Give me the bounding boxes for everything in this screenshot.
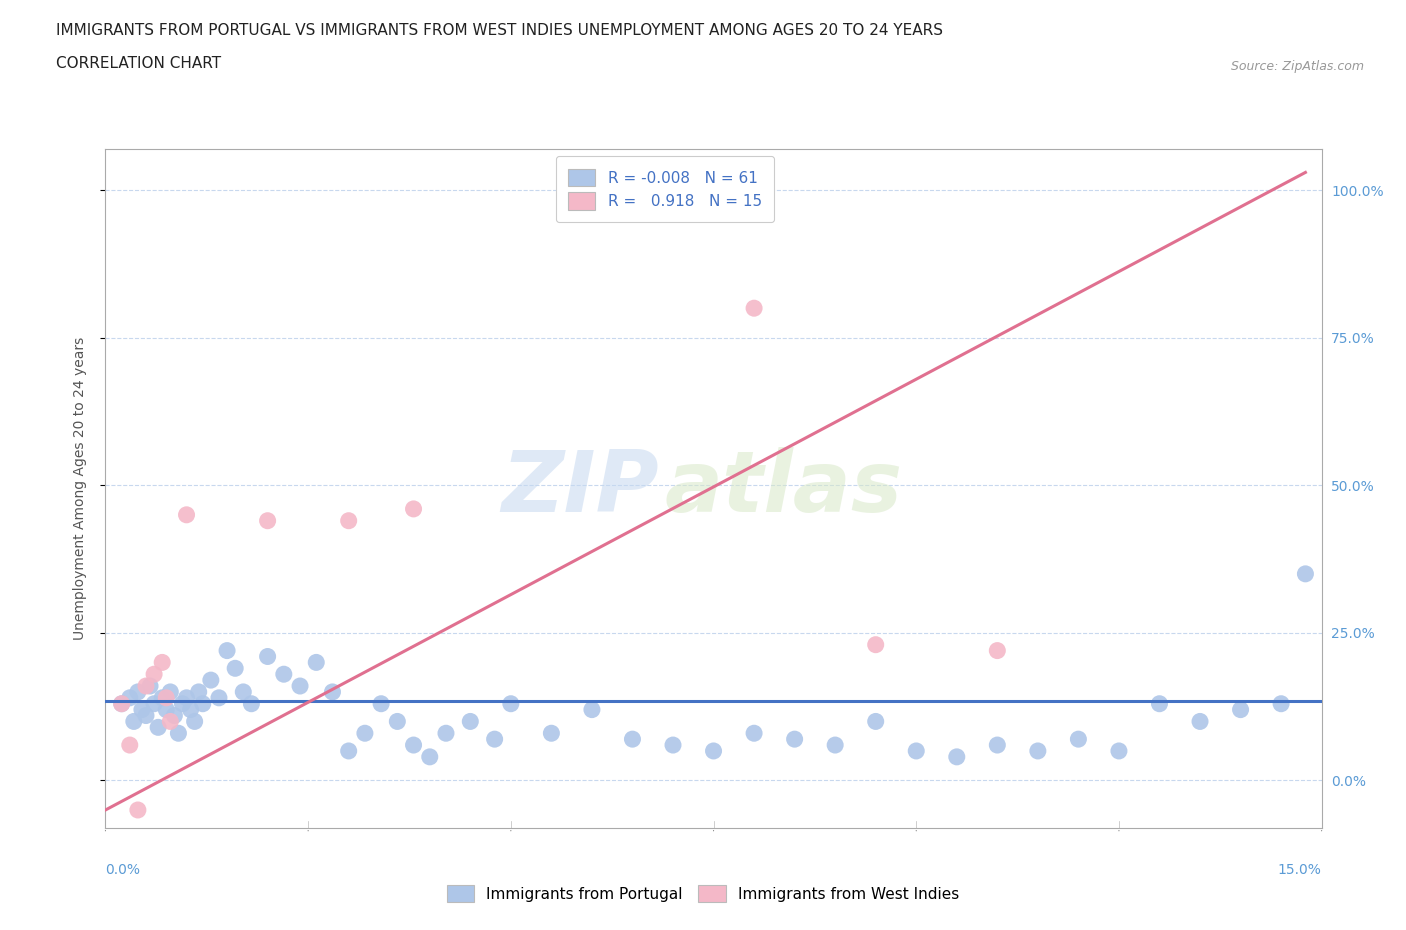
Point: [1067, 732, 1090, 747]
Legend: R = -0.008   N = 61, R =   0.918   N = 15: R = -0.008 N = 61, R = 0.918 N = 15: [555, 156, 775, 222]
Point: [155, 702, 177, 717]
Point: [176, 690, 198, 705]
Point: [118, 690, 141, 705]
Y-axis label: Unemployment Among Ages 20 to 24 years: Unemployment Among Ages 20 to 24 years: [73, 337, 87, 640]
Point: [402, 737, 425, 752]
Point: [865, 714, 887, 729]
Point: [135, 679, 157, 694]
Point: [150, 690, 173, 705]
Point: [240, 697, 263, 711]
Text: IMMIGRANTS FROM PORTUGAL VS IMMIGRANTS FROM WEST INDIES UNEMPLOYMENT AMONG AGES : IMMIGRANTS FROM PORTUGAL VS IMMIGRANTS F…: [56, 23, 943, 38]
Point: [354, 725, 377, 740]
Point: [273, 667, 295, 682]
Point: [1294, 566, 1316, 581]
Point: [1149, 697, 1171, 711]
Point: [370, 697, 392, 711]
Point: [321, 684, 343, 699]
Point: [581, 702, 603, 717]
Point: [217, 644, 239, 658]
Point: [783, 732, 806, 747]
Point: [159, 714, 181, 729]
Point: [232, 684, 254, 699]
Point: [139, 679, 162, 694]
Text: 0.0%: 0.0%: [105, 863, 141, 877]
Point: [111, 697, 134, 711]
Point: [167, 725, 190, 740]
Point: [824, 737, 846, 752]
Point: [127, 803, 149, 817]
Point: [1108, 743, 1130, 758]
Point: [180, 702, 202, 717]
Point: [288, 679, 311, 694]
Point: [662, 737, 685, 752]
Point: [387, 714, 409, 729]
Point: [224, 661, 246, 676]
Point: [986, 644, 1008, 658]
Point: [111, 697, 134, 711]
Text: CORRELATION CHART: CORRELATION CHART: [56, 56, 221, 71]
Point: [143, 667, 166, 682]
Point: [187, 684, 209, 699]
Point: [419, 750, 441, 764]
Point: [540, 725, 562, 740]
Point: [1189, 714, 1212, 729]
Point: [1270, 697, 1292, 711]
Point: [159, 684, 181, 699]
Point: [143, 697, 166, 711]
Point: [702, 743, 725, 758]
Legend: Immigrants from Portugal, Immigrants from West Indies: Immigrants from Portugal, Immigrants fro…: [440, 879, 966, 909]
Point: [742, 300, 765, 315]
Text: 15.0%: 15.0%: [1278, 863, 1322, 877]
Point: [945, 750, 967, 764]
Point: [1026, 743, 1049, 758]
Point: [484, 732, 506, 747]
Point: [146, 720, 169, 735]
Point: [499, 697, 522, 711]
Point: [200, 672, 222, 687]
Point: [163, 708, 186, 723]
Point: [337, 743, 360, 758]
Point: [135, 708, 157, 723]
Point: [122, 714, 145, 729]
Point: [905, 743, 928, 758]
Point: [458, 714, 481, 729]
Point: [865, 637, 887, 652]
Point: [1229, 702, 1251, 717]
Point: [208, 690, 231, 705]
Point: [434, 725, 457, 740]
Point: [191, 697, 214, 711]
Text: atlas: atlas: [665, 446, 903, 530]
Point: [176, 508, 198, 523]
Point: [118, 737, 141, 752]
Point: [621, 732, 644, 747]
Point: [337, 513, 360, 528]
Point: [305, 655, 328, 670]
Point: [183, 714, 205, 729]
Point: [127, 684, 149, 699]
Point: [155, 690, 177, 705]
Text: Source: ZipAtlas.com: Source: ZipAtlas.com: [1230, 60, 1364, 73]
Point: [986, 737, 1008, 752]
Point: [172, 697, 194, 711]
Point: [742, 725, 765, 740]
Text: ZIP: ZIP: [501, 446, 659, 530]
Point: [402, 501, 425, 516]
Point: [256, 513, 278, 528]
Point: [150, 655, 173, 670]
Point: [131, 702, 153, 717]
Point: [256, 649, 278, 664]
